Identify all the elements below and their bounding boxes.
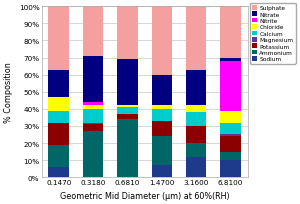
Legend: Sulphate, Nitrate, Nitrite, Chloride, Calcium, Magnesium, Potassium, Ammonium, S: Sulphate, Nitrate, Nitrite, Chloride, Ca… xyxy=(250,4,296,64)
Bar xyxy=(117,60,138,106)
Bar xyxy=(117,114,138,120)
Bar xyxy=(117,7,138,60)
Bar xyxy=(152,136,172,165)
Bar xyxy=(152,121,172,136)
Bar xyxy=(152,7,172,75)
Bar xyxy=(83,57,104,102)
Bar xyxy=(48,145,69,167)
Bar xyxy=(220,136,241,152)
Bar xyxy=(220,135,241,136)
Bar xyxy=(48,7,69,70)
Bar xyxy=(48,123,69,145)
Bar xyxy=(220,111,241,123)
Bar xyxy=(48,97,69,111)
Bar xyxy=(220,58,241,62)
Bar xyxy=(220,7,241,58)
Bar xyxy=(186,157,206,177)
Bar xyxy=(152,165,172,177)
Bar xyxy=(83,106,104,109)
Y-axis label: % Composition: % Composition xyxy=(4,62,13,123)
Bar xyxy=(186,106,206,113)
Bar xyxy=(48,167,69,177)
Bar xyxy=(117,120,138,177)
Bar xyxy=(83,7,104,57)
Bar xyxy=(152,106,172,109)
Bar xyxy=(83,109,104,123)
Bar xyxy=(83,125,104,131)
Bar xyxy=(152,109,172,121)
Bar xyxy=(117,106,138,108)
Bar xyxy=(83,102,104,106)
Bar xyxy=(186,113,206,126)
Bar xyxy=(186,126,206,143)
Bar xyxy=(48,111,69,123)
Bar xyxy=(48,70,69,97)
Bar xyxy=(220,152,241,160)
Bar xyxy=(83,123,104,125)
Bar xyxy=(83,131,104,177)
Bar xyxy=(220,62,241,111)
Bar xyxy=(186,70,206,106)
Bar xyxy=(220,160,241,177)
Bar xyxy=(152,75,172,106)
Bar xyxy=(117,108,138,114)
Bar xyxy=(186,7,206,70)
Bar xyxy=(220,123,241,135)
Bar xyxy=(186,143,206,157)
X-axis label: Geometric Mid Diameter (μm) at 60%(RH): Geometric Mid Diameter (μm) at 60%(RH) xyxy=(60,191,230,200)
